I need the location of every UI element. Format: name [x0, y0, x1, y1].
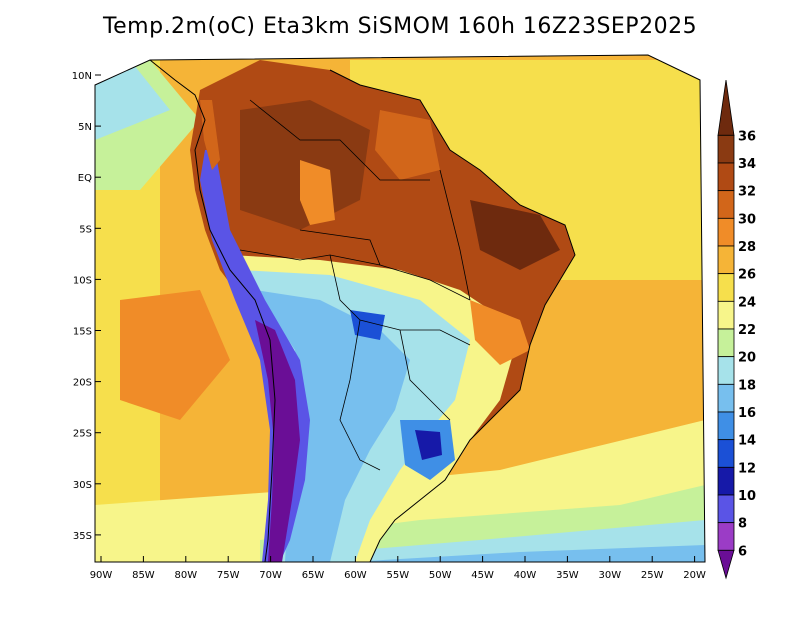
colorbar-label: 12 — [738, 461, 756, 476]
page-title: Temp.2m(oC) Eta3km SiSMOM 160h 16Z23SEP2… — [102, 14, 698, 39]
colorbar-segment — [717, 273, 735, 302]
colorbar-segment — [717, 549, 735, 580]
lat-tick-label: 5S — [79, 224, 92, 235]
lat-tick-label: 20S — [73, 378, 92, 389]
temperature-field — [95, 55, 705, 562]
lon-tick-label: 45W — [471, 570, 494, 581]
lon-tick-label: 90W — [90, 570, 113, 581]
colorbar-segment — [717, 383, 735, 413]
colorbar-segment — [717, 79, 735, 136]
colorbar-segment — [717, 245, 735, 275]
colorbar-label: 22 — [738, 323, 756, 338]
colorbar-segment — [717, 300, 735, 330]
colorbar-segment — [717, 522, 735, 551]
colorbar-label: 32 — [738, 185, 756, 200]
colorbar-label: 14 — [738, 434, 756, 449]
lat-tick-label: 10N — [72, 71, 92, 82]
lon-tick-label: 35W — [556, 570, 579, 581]
lon-tick-label: 20W — [683, 570, 706, 581]
lon-tick-label: 50W — [429, 570, 452, 581]
lon-tick-label: 55W — [386, 570, 409, 581]
lat-tick-label: 30S — [73, 480, 92, 491]
colorbar-segment — [717, 356, 735, 385]
lat-tick-label: 10S — [73, 275, 92, 286]
colorbar-label: 6 — [738, 544, 747, 559]
colorbar-segment — [717, 411, 735, 441]
colorbar-segment — [717, 134, 735, 164]
colorbar-segment — [717, 217, 735, 247]
colorbar-label: 28 — [738, 240, 756, 255]
colorbar-segment — [717, 190, 735, 219]
colorbar-label: 16 — [738, 406, 756, 421]
colorbar-label: 18 — [738, 378, 756, 393]
colorbar-label: 10 — [738, 489, 756, 504]
lon-tick-label: 70W — [259, 570, 282, 581]
colorbar-label: 8 — [738, 517, 747, 532]
lon-tick-label: 40W — [514, 570, 537, 581]
lon-tick-label: 25W — [641, 570, 664, 581]
colorbar-segment — [717, 466, 735, 496]
latitude-axis: 10N 5N EQ 5S 10S 15S 20S 25S 30S 35S — [72, 71, 101, 542]
colorbar-label: 36 — [738, 129, 756, 144]
lon-tick-label: 75W — [217, 570, 240, 581]
lat-tick-label: EQ — [78, 173, 92, 184]
colorbar-segment — [717, 328, 735, 358]
lon-tick-label: 30W — [598, 570, 621, 581]
lon-tick-label: 85W — [132, 570, 155, 581]
colorbar-label: 30 — [738, 212, 756, 227]
lat-tick-label: 5N — [78, 122, 92, 133]
colorbar-segment — [717, 494, 735, 524]
lon-tick-label: 80W — [174, 570, 197, 581]
colorbar-label: 34 — [738, 157, 756, 172]
lat-tick-label: 35S — [73, 531, 92, 542]
lon-tick-label: 60W — [344, 570, 367, 581]
colorbar-segment — [717, 162, 735, 192]
lat-tick-label: 25S — [73, 429, 92, 440]
colorbar-label: 26 — [738, 268, 756, 283]
colorbar-label: 24 — [738, 295, 756, 310]
colorbar-segment — [717, 439, 735, 468]
colorbar-label: 20 — [738, 351, 756, 366]
longitude-axis: 90W 85W 80W 75W 70W 65W 60W 55W 50W 45W 40W 35W 30W 2… — [90, 556, 706, 581]
lat-tick-label: 15S — [73, 327, 92, 338]
lon-tick-label: 65W — [302, 570, 325, 581]
color-legend: 36 34 32 30 28 26 24 22 20 18 16 14 12 10 8 6 — [717, 79, 756, 580]
